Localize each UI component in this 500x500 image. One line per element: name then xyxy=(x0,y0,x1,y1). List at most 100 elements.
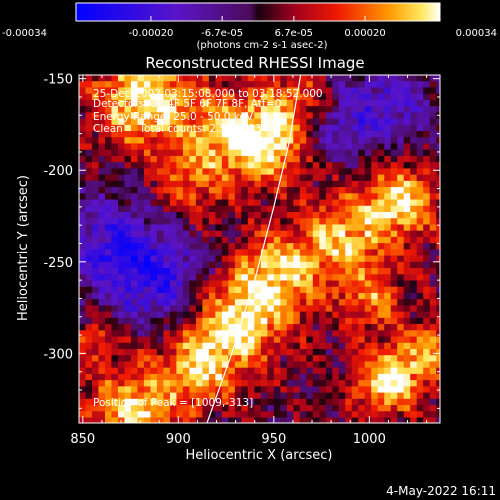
heatmap-cell xyxy=(371,330,379,338)
heatmap-cell xyxy=(150,143,158,151)
heatmap-cell xyxy=(267,311,275,319)
heatmap-cell xyxy=(378,424,385,431)
heatmap-cell xyxy=(137,168,145,176)
heatmap-cell xyxy=(280,330,288,338)
heatmap-cell xyxy=(416,380,424,387)
heatmap-cell xyxy=(358,230,366,238)
heatmap-cell xyxy=(332,187,340,194)
heatmap-cell xyxy=(351,373,359,381)
heatmap-cell xyxy=(176,174,184,182)
heatmap-cell xyxy=(176,324,184,331)
heatmap-cell xyxy=(306,193,314,201)
heatmap-cell xyxy=(169,236,178,244)
heatmap-cell xyxy=(403,212,411,219)
heatmap-cell xyxy=(443,162,450,169)
heatmap-cell xyxy=(273,137,281,145)
heatmap-cell xyxy=(416,261,424,269)
heatmap-cell xyxy=(150,93,158,101)
heatmap-cell xyxy=(150,286,158,294)
heatmap-cell xyxy=(293,324,301,331)
heatmap-cell xyxy=(137,398,145,406)
heatmap-cell xyxy=(137,324,145,331)
heatmap-cell xyxy=(293,355,301,363)
heatmap-cell xyxy=(111,411,119,419)
heatmap-cell xyxy=(319,305,327,313)
heatmap-cell xyxy=(299,93,307,101)
heatmap-cell xyxy=(130,355,139,363)
heatmap-cell xyxy=(221,187,229,194)
heatmap-cell xyxy=(228,155,236,163)
heatmap-cell xyxy=(351,236,359,244)
heatmap-cell xyxy=(169,168,178,176)
heatmap-cell xyxy=(202,174,210,182)
heatmap-cell xyxy=(202,411,210,419)
heatmap-cell xyxy=(111,342,119,350)
heatmap-cell xyxy=(117,162,126,170)
heatmap-cell xyxy=(280,305,288,313)
heatmap-cell xyxy=(364,93,372,101)
heatmap-cell xyxy=(267,155,275,163)
heatmap-cell xyxy=(260,205,268,213)
heatmap-cell xyxy=(163,249,171,257)
heatmap-cell xyxy=(260,292,268,300)
heatmap-cell xyxy=(312,386,320,394)
heatmap-cell xyxy=(299,274,307,282)
heatmap-cell xyxy=(98,193,106,201)
heatmap-cell xyxy=(377,187,385,194)
heatmap-cell xyxy=(202,149,210,157)
heatmap-cell xyxy=(384,305,392,313)
heatmap-cell xyxy=(163,292,171,300)
heatmap-cell xyxy=(299,205,307,213)
heatmap-cell xyxy=(325,286,333,294)
heatmap-cell xyxy=(189,75,197,82)
heatmap-cell xyxy=(371,324,379,331)
heatmap-cell xyxy=(410,137,418,145)
heatmap-cell xyxy=(254,255,262,263)
heatmap-cell xyxy=(351,299,359,307)
heatmap-cell xyxy=(358,75,366,82)
heatmap-cell xyxy=(332,268,340,275)
heatmap-cell xyxy=(429,274,437,282)
heatmap-cell xyxy=(417,424,424,431)
heatmap-cell xyxy=(130,261,139,269)
heatmap-cell xyxy=(436,398,440,406)
heatmap-cell xyxy=(416,299,424,307)
heatmap-cell xyxy=(143,149,152,157)
heatmap-cell xyxy=(410,317,418,325)
heatmap-cell xyxy=(384,212,392,219)
heatmap-cell xyxy=(403,398,411,406)
heatmap-cell xyxy=(169,199,178,207)
heatmap-cell xyxy=(286,255,294,263)
heatmap-cell xyxy=(176,193,184,201)
heatmap-cell xyxy=(156,143,165,151)
heatmap-cell xyxy=(234,286,242,294)
heatmap-cell xyxy=(143,131,152,138)
heatmap-cell xyxy=(169,398,178,406)
heatmap-cell xyxy=(143,162,152,170)
heatmap-cell xyxy=(137,386,145,394)
heatmap-cell xyxy=(293,317,301,325)
heatmap-cell xyxy=(91,292,100,300)
heatmap-cell xyxy=(397,330,405,338)
heatmap-cell xyxy=(416,124,424,132)
heatmap-cell xyxy=(384,336,392,344)
heatmap-cell xyxy=(202,373,210,381)
heatmap-cell xyxy=(345,93,353,101)
heatmap-cell xyxy=(163,193,171,201)
heatmap-cell xyxy=(384,268,392,275)
heatmap-cell xyxy=(137,118,145,126)
heatmap-cell xyxy=(403,236,411,244)
heatmap-cell xyxy=(384,155,392,163)
heatmap-cell xyxy=(299,305,307,313)
heatmap-cell xyxy=(293,367,301,375)
heatmap-cell xyxy=(416,280,424,288)
heatmap-cell xyxy=(325,386,333,394)
heatmap-cell xyxy=(325,137,333,145)
heatmap-cell xyxy=(403,411,411,419)
heatmap-cell xyxy=(195,187,203,194)
heatmap-cell xyxy=(364,398,372,406)
heatmap-cell xyxy=(397,417,405,423)
heatmap-cell xyxy=(79,124,87,132)
heatmap-cell xyxy=(221,174,229,182)
heatmap-cell xyxy=(325,268,333,275)
